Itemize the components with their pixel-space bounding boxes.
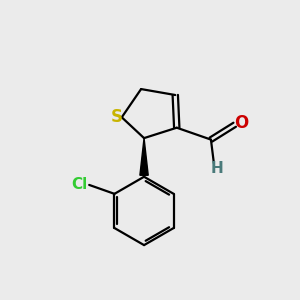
Text: S: S: [110, 108, 122, 126]
Text: H: H: [211, 161, 223, 176]
Text: Cl: Cl: [72, 177, 88, 192]
Polygon shape: [140, 138, 148, 175]
Text: O: O: [234, 114, 248, 132]
